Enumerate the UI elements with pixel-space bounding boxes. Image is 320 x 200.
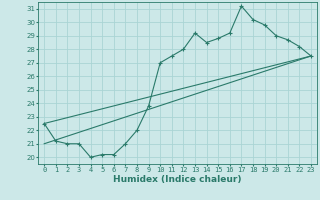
X-axis label: Humidex (Indice chaleur): Humidex (Indice chaleur) [113,175,242,184]
